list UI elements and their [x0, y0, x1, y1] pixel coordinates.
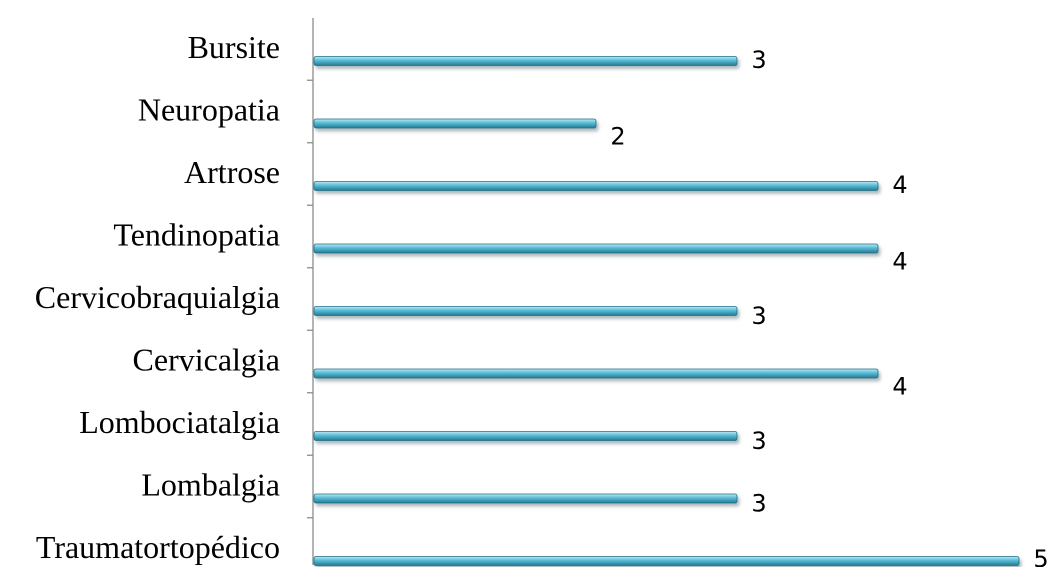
bar-tendinopatia: [313, 243, 879, 254]
category-label: Lombociatalgia: [79, 404, 280, 440]
value-label: 4: [892, 248, 907, 276]
category-label: Bursite: [188, 29, 280, 65]
category-label: Lombalgia: [141, 467, 280, 503]
value-label: 3: [751, 46, 766, 74]
bar-neuropatia: [313, 118, 597, 129]
value-label: 3: [751, 427, 766, 455]
category-label: Neuropatia: [138, 92, 280, 128]
bar-traumatortopedico: [313, 556, 1020, 566]
category-label: Cervicobraquialgia: [35, 279, 280, 315]
category-label: Cervicalgia: [133, 342, 280, 378]
value-labels: 3 2 4 4 3 4 3 3 5: [610, 46, 1048, 567]
value-label: 4: [892, 373, 907, 401]
bar-lombalgia: [313, 493, 738, 504]
bar-lombociatalgia: [313, 431, 738, 441]
category-label: Artrose: [184, 154, 280, 190]
category-labels: Bursite Neuropatia Artrose Tendinopatia Cerv…: [35, 29, 280, 565]
value-label: 5: [1033, 545, 1048, 567]
category-label: Traumatortopédico: [36, 529, 280, 565]
bar-bursite: [313, 56, 738, 66]
bars: [313, 56, 1020, 566]
value-label: 3: [751, 490, 766, 518]
bar-cervicalgia: [313, 368, 879, 379]
value-label: 3: [751, 302, 766, 330]
value-label: 4: [892, 171, 907, 199]
bar-cervicobraquialgia: [313, 306, 738, 316]
y-axis: [307, 18, 314, 565]
bar-artrose: [313, 181, 879, 191]
category-label: Tendinopatia: [113, 217, 280, 253]
value-label: 2: [610, 123, 625, 151]
